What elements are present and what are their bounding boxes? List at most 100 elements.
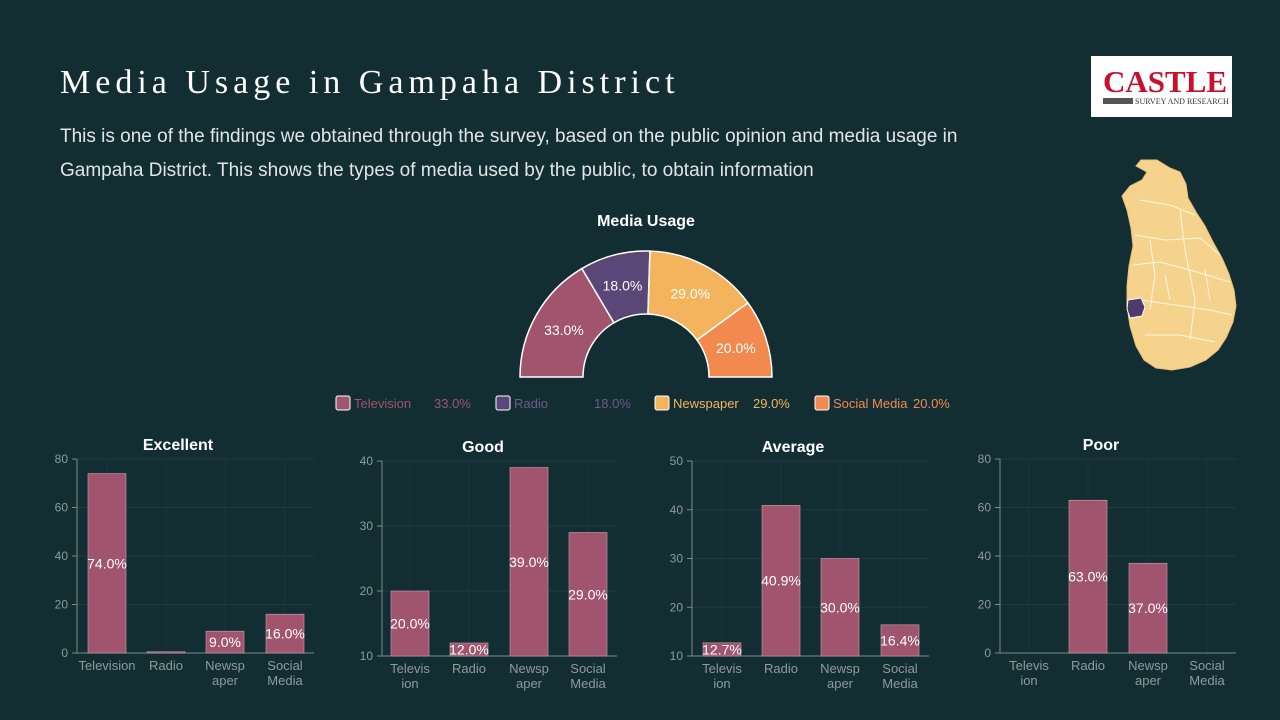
page-subtitle: This is one of the findings we obtained … [60,126,958,181]
bar[interactable] [820,558,860,657]
y-tick-label: 60 [978,501,992,515]
bar[interactable] [205,630,245,654]
y-tick-label: 30 [670,552,684,566]
castle-logo: CASTLE SURVEY AND RESEARCH [1091,56,1232,117]
legend-item[interactable]: Television 33.0% [335,395,471,411]
bar[interactable] [449,642,489,657]
y-tick-label: 80 [55,452,69,466]
bar[interactable] [1068,499,1108,654]
legend-item[interactable]: Radio 18.0% [495,395,631,411]
legend-value: 33.0% [434,396,471,411]
legend-value: 20.0% [913,396,950,411]
bar-chart-poor: Poor 0 20 40 60 80 Televis ion 63.0% Radio 37.0% Ne… [978,437,1236,688]
pie-slice-3[interactable] [695,301,773,378]
bar[interactable] [568,532,608,657]
bar-chart-title: Poor [1083,437,1119,454]
y-tick-label: 20 [55,598,69,612]
legend-swatch [335,395,351,411]
y-tick-label: 40 [55,549,69,563]
bar-value-label: 37.0% [1128,600,1168,616]
y-tick-label: 40 [360,454,374,468]
bar[interactable] [1128,562,1168,654]
bar-value-label: 16.0% [265,626,305,642]
legend-swatch [814,395,830,411]
bar[interactable] [702,642,742,657]
bar-chart-excellent: Excellent 0 20 40 60 80 74.0% Television Radio 9.… [55,437,314,688]
bar-value-label: 9.0% [209,634,241,650]
x-tick-label: Newsp aper [820,661,860,691]
x-tick-label: Newsp aper [1128,658,1168,688]
logo-wordmark: CASTLE [1103,64,1228,99]
x-tick-label: Television [78,658,135,673]
x-tick-label: Radio [764,661,798,676]
bar-value-label: 12.0% [449,642,489,658]
y-tick-label: 0 [984,646,991,660]
x-tick-label: Radio [149,658,183,673]
bar[interactable] [265,613,305,654]
bar[interactable] [880,624,920,657]
x-tick-label: Newsp aper [205,658,245,688]
bar-value-label: 29.0% [568,586,608,602]
legend-item[interactable]: Newspaper 29.0% [654,395,790,411]
legend-value: 18.0% [594,396,631,411]
x-tick-label: Radio [452,661,486,676]
bar-chart-good: Good 10 20 30 40 20.0% Televis ion 12.0% Radio 39.… [360,439,617,691]
bar-chart-title: Good [462,439,504,456]
bar-chart-title: Average [762,439,825,456]
legend-label: Social Media [833,396,908,411]
bar-value-label: 63.0% [1068,569,1108,585]
x-tick-label: Social Media [570,661,606,691]
bar-value-label: 20.0% [390,616,430,632]
media-usage-chart: Media Usage 33.0% 18.0% 29.0% 20.0% Televisio… [335,213,950,411]
bar[interactable] [761,505,801,657]
pie-slice-label: 20.0% [716,340,756,356]
logo-tagline: SURVEY AND RESEARCH [1135,97,1229,106]
pie-slice-label: 29.0% [670,285,710,301]
y-tick-label: 60 [55,501,69,515]
sri-lanka-map-icon [1121,159,1237,371]
y-tick-label: 20 [670,600,684,614]
y-tick-label: 20 [360,584,374,598]
legend-swatch [495,395,511,411]
y-tick-label: 40 [978,549,992,563]
y-tick-label: 0 [61,646,68,660]
bar-value-label: 30.0% [820,599,860,615]
bar-value-label: 12.7% [702,641,742,657]
bar-value-label: 74.0% [87,555,127,571]
legend-swatch [654,395,670,411]
map-highlight-gampaha [1126,297,1146,319]
bar-value-label: 40.9% [761,573,801,589]
y-tick-label: 40 [670,503,684,517]
pie-slice-label: 33.0% [544,322,584,338]
x-tick-label: Radio [1071,658,1105,673]
bar-value-label: 16.4% [880,632,920,648]
y-tick-label: 10 [670,649,684,663]
x-tick-label: Newsp aper [509,661,549,691]
legend-label: Television [354,396,411,411]
bar-chart-average: Average 10 20 30 40 50 12.7% Televis ion 40.9% Rad… [670,439,929,691]
legend-value: 29.0% [753,396,790,411]
legend-label: Radio [514,396,548,411]
pie-slice-label: 18.0% [603,277,643,293]
bar-charts: Excellent 0 20 40 60 80 74.0% Television Radio 9.… [55,437,1236,691]
bar-value-label: 39.0% [509,554,549,570]
bar[interactable] [509,467,549,657]
pie-title: Media Usage [597,213,695,230]
legend-item[interactable]: Social Media 20.0% [814,395,950,411]
y-tick-label: 80 [978,452,992,466]
logo-bar [1103,98,1133,104]
bar[interactable] [146,651,186,654]
legend-label: Newspaper [673,396,739,411]
y-tick-label: 30 [360,519,374,533]
bar-chart-title: Excellent [143,437,214,454]
page-title: Media Usage in Gampaha District [60,64,680,101]
map-district-lines [1132,199,1233,343]
bar[interactable] [390,590,430,657]
bar[interactable] [87,473,127,654]
y-tick-label: 20 [978,598,992,612]
x-tick-label: Social Media [267,658,303,688]
